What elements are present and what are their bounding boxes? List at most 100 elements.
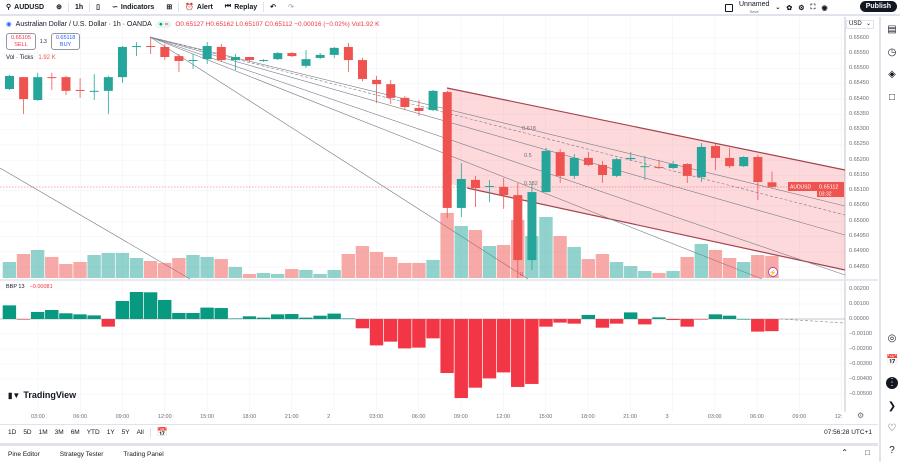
templates-button[interactable]: ⊞: [160, 0, 178, 14]
time-axis-label: 12:00: [157, 414, 172, 420]
layout-square-icon[interactable]: [725, 3, 733, 12]
help-icon[interactable]: ?: [889, 445, 895, 456]
candle-body: [259, 60, 269, 62]
chevron-down-icon[interactable]: ⌄: [775, 5, 781, 11]
bbp-bar: [652, 317, 666, 319]
range-button-5d[interactable]: 5D: [23, 429, 32, 436]
signal-icon[interactable]: ❯: [887, 401, 897, 412]
tab-trading-panel[interactable]: Trading Panel: [123, 450, 164, 458]
last-symbol-bg: [788, 182, 817, 191]
quick-search-icon[interactable]: ✿: [786, 4, 793, 12]
chart-canvas[interactable]: 0.618 0.5 0.382 0 ⚡ AUDUSD 0.65112 03:32: [0, 17, 878, 412]
range-button-1m[interactable]: 1M: [38, 429, 48, 436]
candle-body: [414, 107, 424, 111]
calendar-icon[interactable]: 📅: [886, 355, 899, 366]
indicators-button[interactable]: ∽ Indicators: [106, 0, 160, 14]
bbp-legend[interactable]: BBP 13 −0.00081: [6, 284, 53, 290]
volume-bar: [398, 262, 412, 278]
replay-button[interactable]: ⏮ Replay: [219, 0, 263, 14]
redo-button[interactable]: ↷: [282, 0, 300, 14]
tab-strategy-tester[interactable]: Strategy Tester: [59, 450, 104, 458]
apps-grid-icon[interactable]: ⋮: [886, 377, 898, 389]
volume-bar: [581, 259, 596, 278]
undo-button[interactable]: ↶: [264, 0, 282, 14]
time-axis[interactable]: 03:00 06:00 09:00 12:00 15:00 18:00 21:00 2 03:0…: [0, 412, 845, 424]
range-button-all[interactable]: All: [136, 429, 144, 436]
layout-name-button[interactable]: Unnamed Save: [739, 1, 769, 14]
volume-bar: [751, 255, 765, 278]
bbp-bar: [30, 311, 45, 319]
tv-logo-icon: ▮▼: [8, 390, 21, 400]
range-button-ytd[interactable]: YTD: [86, 429, 100, 436]
bbp-bar: [440, 319, 454, 373]
lightning-event-icon[interactable]: [768, 267, 778, 277]
range-button-1y[interactable]: 1Y: [106, 429, 115, 436]
clock[interactable]: 07:56:28 UTC+1: [824, 429, 872, 436]
candle-body: [216, 46, 226, 61]
publish-button[interactable]: Publish: [859, 1, 897, 12]
volume-bar: [327, 269, 341, 278]
volume-bar: [454, 226, 468, 278]
bbp-bar: [355, 319, 370, 329]
bbp-bar: [129, 292, 144, 319]
symbol-title[interactable]: Australian Dollar / U.S. Dollar · 1h · O…: [15, 20, 152, 28]
range-button-3m[interactable]: 3M: [54, 429, 64, 436]
range-button-6m[interactable]: 6M: [70, 429, 80, 436]
candle-body: [47, 77, 57, 79]
bar-countdown: 03:32: [819, 192, 832, 198]
target-icon[interactable]: ◎: [887, 333, 897, 344]
last-price-bg: [817, 182, 844, 197]
symbol-search-button[interactable]: ⚲ AUDUSD: [0, 0, 50, 14]
regression-channel[interactable]: [446, 87, 846, 271]
date-range-calendar-icon[interactable]: 📅: [156, 427, 169, 437]
bbp-bar: [214, 308, 228, 319]
notifications-bell-icon[interactable]: ♡: [887, 423, 897, 434]
range-button-1d[interactable]: 1D: [8, 429, 17, 436]
buy-button[interactable]: 0.65118 BUY: [50, 33, 81, 50]
bbp-axis-label: 0.00000: [849, 315, 869, 322]
bbp-bar: [708, 314, 723, 319]
time-axis-label: 12:00: [496, 414, 511, 420]
volume-bar: [383, 256, 398, 278]
alerts-clock-icon[interactable]: ◷: [887, 47, 897, 58]
price-axis-label: 0.65150: [849, 171, 869, 178]
volume-legend[interactable]: Vol · Ticks 1.92 K: [6, 55, 56, 61]
candles-icon: ▯: [96, 4, 100, 11]
channel-upper-line: [446, 87, 846, 171]
time-axis-label: 3: [665, 414, 669, 420]
alert-button[interactable]: ⏰ Alert: [179, 0, 219, 14]
maximize-panel-icon[interactable]: □: [865, 448, 870, 457]
range-button-5y[interactable]: 5Y: [121, 429, 130, 436]
fullscreen-icon[interactable]: ⛶: [810, 3, 816, 11]
market-status-icon[interactable]: ● =: [155, 20, 172, 28]
candle-body: [739, 157, 749, 167]
volume-bar: [426, 259, 440, 278]
chevron-up-icon[interactable]: ⌃: [841, 448, 848, 457]
axis-settings-icon[interactable]: ⚙: [857, 411, 865, 420]
settings-icon[interactable]: ⚙: [798, 4, 805, 12]
divider: [89, 2, 91, 12]
bbp-bar: [496, 319, 511, 373]
interval-button[interactable]: 1h: [74, 3, 84, 11]
candle-body: [132, 46, 142, 48]
watchlist-icon[interactable]: ▤: [887, 24, 897, 35]
price-axis-label: 0.64850: [849, 263, 869, 270]
currency-selector[interactable]: USD ⌄: [846, 20, 874, 29]
time-axis-label: 03:00: [31, 414, 45, 420]
candle-body: [301, 59, 311, 66]
sell-button[interactable]: 0.65105 SELL: [6, 33, 36, 50]
chart-type-button[interactable]: ▯: [90, 0, 106, 14]
tab-pine-editor[interactable]: Pine Editor: [8, 450, 40, 458]
candle-body: [626, 157, 636, 160]
camera-icon[interactable]: ◉: [821, 4, 828, 12]
symbol-label: AUDUSD: [14, 3, 45, 11]
volume-value: 1.92 K: [38, 55, 56, 61]
brand-name: TradingView: [23, 390, 77, 400]
time-axis-label: 2: [327, 414, 331, 420]
candle-body: [711, 146, 720, 158]
fan-line: [149, 36, 846, 276]
bbp-bar: [115, 301, 130, 319]
chat-icon[interactable]: □: [888, 92, 896, 103]
compare-button[interactable]: ⊕: [50, 0, 68, 14]
layers-icon[interactable]: ◈: [888, 69, 896, 80]
